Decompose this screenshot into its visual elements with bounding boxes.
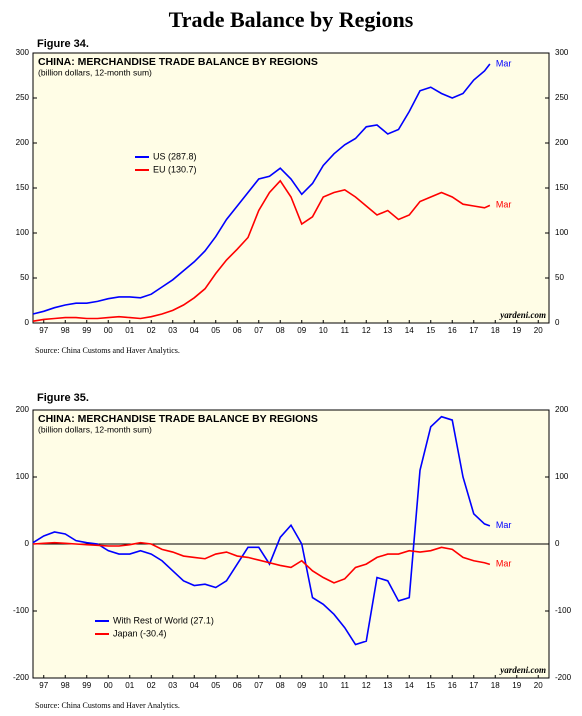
x-tick-label: 19 bbox=[512, 681, 521, 690]
end-label: Mar bbox=[496, 200, 512, 210]
x-tick-label: 18 bbox=[491, 326, 500, 335]
y-tick-label: -100 bbox=[13, 606, 30, 615]
x-tick-label: 16 bbox=[448, 326, 457, 335]
y-tick-label: 0 bbox=[25, 539, 30, 548]
x-tick-label: 04 bbox=[190, 681, 199, 690]
x-tick-label: 17 bbox=[469, 326, 478, 335]
x-tick-label: 99 bbox=[82, 326, 91, 335]
end-label: Mar bbox=[496, 58, 512, 68]
x-tick-label: 00 bbox=[104, 681, 113, 690]
x-tick-label: 05 bbox=[211, 326, 220, 335]
chart-title: CHINA: MERCHANDISE TRADE BALANCE BY REGI… bbox=[38, 413, 318, 425]
y-tick-label: 300 bbox=[16, 48, 30, 57]
x-tick-label: 15 bbox=[426, 681, 435, 690]
y-tick-label: 100 bbox=[16, 472, 30, 481]
chart-subtitle: (billion dollars, 12-month sum) bbox=[38, 67, 152, 77]
x-tick-label: 98 bbox=[61, 326, 70, 335]
x-tick-label: 20 bbox=[534, 681, 543, 690]
x-tick-label: 04 bbox=[190, 326, 199, 335]
credit: yardeni.com bbox=[499, 665, 546, 675]
x-tick-label: 07 bbox=[254, 326, 263, 335]
x-tick-label: 99 bbox=[82, 681, 91, 690]
x-tick-label: 09 bbox=[297, 681, 306, 690]
x-tick-label: 19 bbox=[512, 326, 521, 335]
x-tick-label: 03 bbox=[168, 681, 177, 690]
source-note: Source: China Customs and Haver Analytic… bbox=[35, 346, 180, 355]
chart-subtitle: (billion dollars, 12-month sum) bbox=[38, 424, 152, 434]
x-tick-label: 00 bbox=[104, 326, 113, 335]
y-tick-label-right: 50 bbox=[555, 273, 564, 282]
x-tick-label: 02 bbox=[147, 681, 156, 690]
figure-label: Figure 35. bbox=[37, 392, 89, 404]
x-tick-label: 05 bbox=[211, 681, 220, 690]
series-line bbox=[32, 179, 491, 322]
x-tick-label: 18 bbox=[491, 681, 500, 690]
page-title: Trade Balance by Regions bbox=[169, 7, 414, 32]
x-tick-label: 07 bbox=[254, 681, 263, 690]
x-tick-label: 06 bbox=[233, 326, 242, 335]
y-tick-label-right: 0 bbox=[555, 318, 560, 327]
x-tick-label: 13 bbox=[383, 681, 392, 690]
figure-label: Figure 34. bbox=[37, 38, 89, 50]
y-tick-label-right: 250 bbox=[555, 93, 569, 102]
y-tick-label: 250 bbox=[16, 93, 30, 102]
x-tick-label: 01 bbox=[125, 326, 134, 335]
y-tick-label: 150 bbox=[16, 183, 30, 192]
x-tick-label: 14 bbox=[405, 681, 414, 690]
legend-label: Japan (-30.4) bbox=[113, 628, 167, 638]
x-tick-label: 16 bbox=[448, 681, 457, 690]
x-tick-label: 10 bbox=[319, 326, 328, 335]
y-tick-label: 50 bbox=[20, 273, 29, 282]
x-tick-label: 12 bbox=[362, 681, 371, 690]
x-tick-label: 06 bbox=[233, 681, 242, 690]
series-line bbox=[32, 63, 491, 315]
y-tick-label-right: 300 bbox=[555, 48, 569, 57]
x-tick-label: 01 bbox=[125, 681, 134, 690]
y-tick-label: -200 bbox=[13, 673, 30, 682]
x-tick-label: 03 bbox=[168, 326, 177, 335]
source-note: Source: China Customs and Haver Analytic… bbox=[35, 701, 180, 710]
y-tick-label-right: 150 bbox=[555, 183, 569, 192]
legend-label: EU (130.7) bbox=[153, 164, 197, 174]
end-label: Mar bbox=[496, 559, 512, 569]
x-tick-label: 14 bbox=[405, 326, 414, 335]
series-line bbox=[32, 415, 491, 646]
end-label: Mar bbox=[496, 520, 512, 530]
x-tick-label: 02 bbox=[147, 326, 156, 335]
x-tick-label: 13 bbox=[383, 326, 392, 335]
y-tick-label-right: 200 bbox=[555, 138, 569, 147]
x-tick-label: 08 bbox=[276, 326, 285, 335]
y-tick-label: 100 bbox=[16, 228, 30, 237]
x-tick-label: 20 bbox=[534, 326, 543, 335]
x-tick-label: 17 bbox=[469, 681, 478, 690]
y-tick-label-right: 0 bbox=[555, 539, 560, 548]
series-line bbox=[32, 541, 491, 584]
x-tick-label: 97 bbox=[39, 681, 48, 690]
y-tick-label-right: -200 bbox=[555, 673, 572, 682]
y-tick-label: 200 bbox=[16, 405, 30, 414]
plot-area bbox=[32, 52, 550, 324]
x-tick-label: 08 bbox=[276, 681, 285, 690]
y-tick-label-right: -100 bbox=[555, 606, 572, 615]
x-tick-label: 11 bbox=[341, 681, 350, 690]
x-tick-label: 10 bbox=[319, 681, 328, 690]
chart-title: CHINA: MERCHANDISE TRADE BALANCE BY REGI… bbox=[38, 56, 318, 68]
x-tick-label: 09 bbox=[297, 326, 306, 335]
legend-label: US (287.8) bbox=[153, 151, 197, 161]
x-tick-label: 97 bbox=[39, 326, 48, 335]
x-tick-label: 98 bbox=[61, 681, 70, 690]
y-tick-label-right: 100 bbox=[555, 228, 569, 237]
y-tick-label: 200 bbox=[16, 138, 30, 147]
y-tick-label: 0 bbox=[25, 318, 30, 327]
x-tick-label: 15 bbox=[426, 326, 435, 335]
y-tick-label-right: 100 bbox=[555, 472, 569, 481]
y-tick-label-right: 200 bbox=[555, 405, 569, 414]
credit: yardeni.com bbox=[499, 310, 546, 320]
legend-label: With Rest of World (27.1) bbox=[113, 615, 214, 625]
x-tick-label: 12 bbox=[362, 326, 371, 335]
x-tick-label: 11 bbox=[341, 326, 350, 335]
